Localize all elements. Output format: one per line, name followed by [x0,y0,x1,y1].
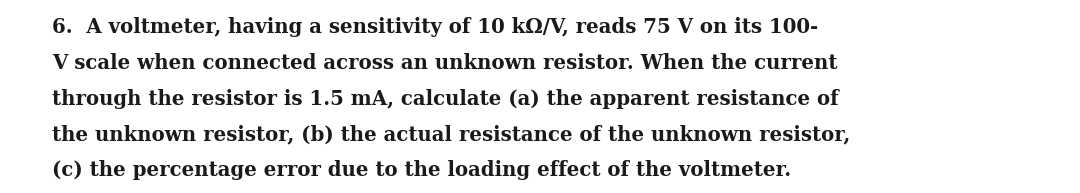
Text: through the resistor is 1.5 mA, calculate (a) the apparent resistance of: through the resistor is 1.5 mA, calculat… [52,89,838,109]
Text: V scale when connected across an unknown resistor. When the current: V scale when connected across an unknown… [52,53,837,73]
Text: the unknown resistor, (b) the actual resistance of the unknown resistor,: the unknown resistor, (b) the actual res… [52,124,850,145]
Text: (c) the percentage error due to the loading effect of the voltmeter.: (c) the percentage error due to the load… [52,160,791,180]
Text: 6.  A voltmeter, having a sensitivity of 10 kΩ/V, reads 75 V on its 100-: 6. A voltmeter, having a sensitivity of … [52,17,818,37]
